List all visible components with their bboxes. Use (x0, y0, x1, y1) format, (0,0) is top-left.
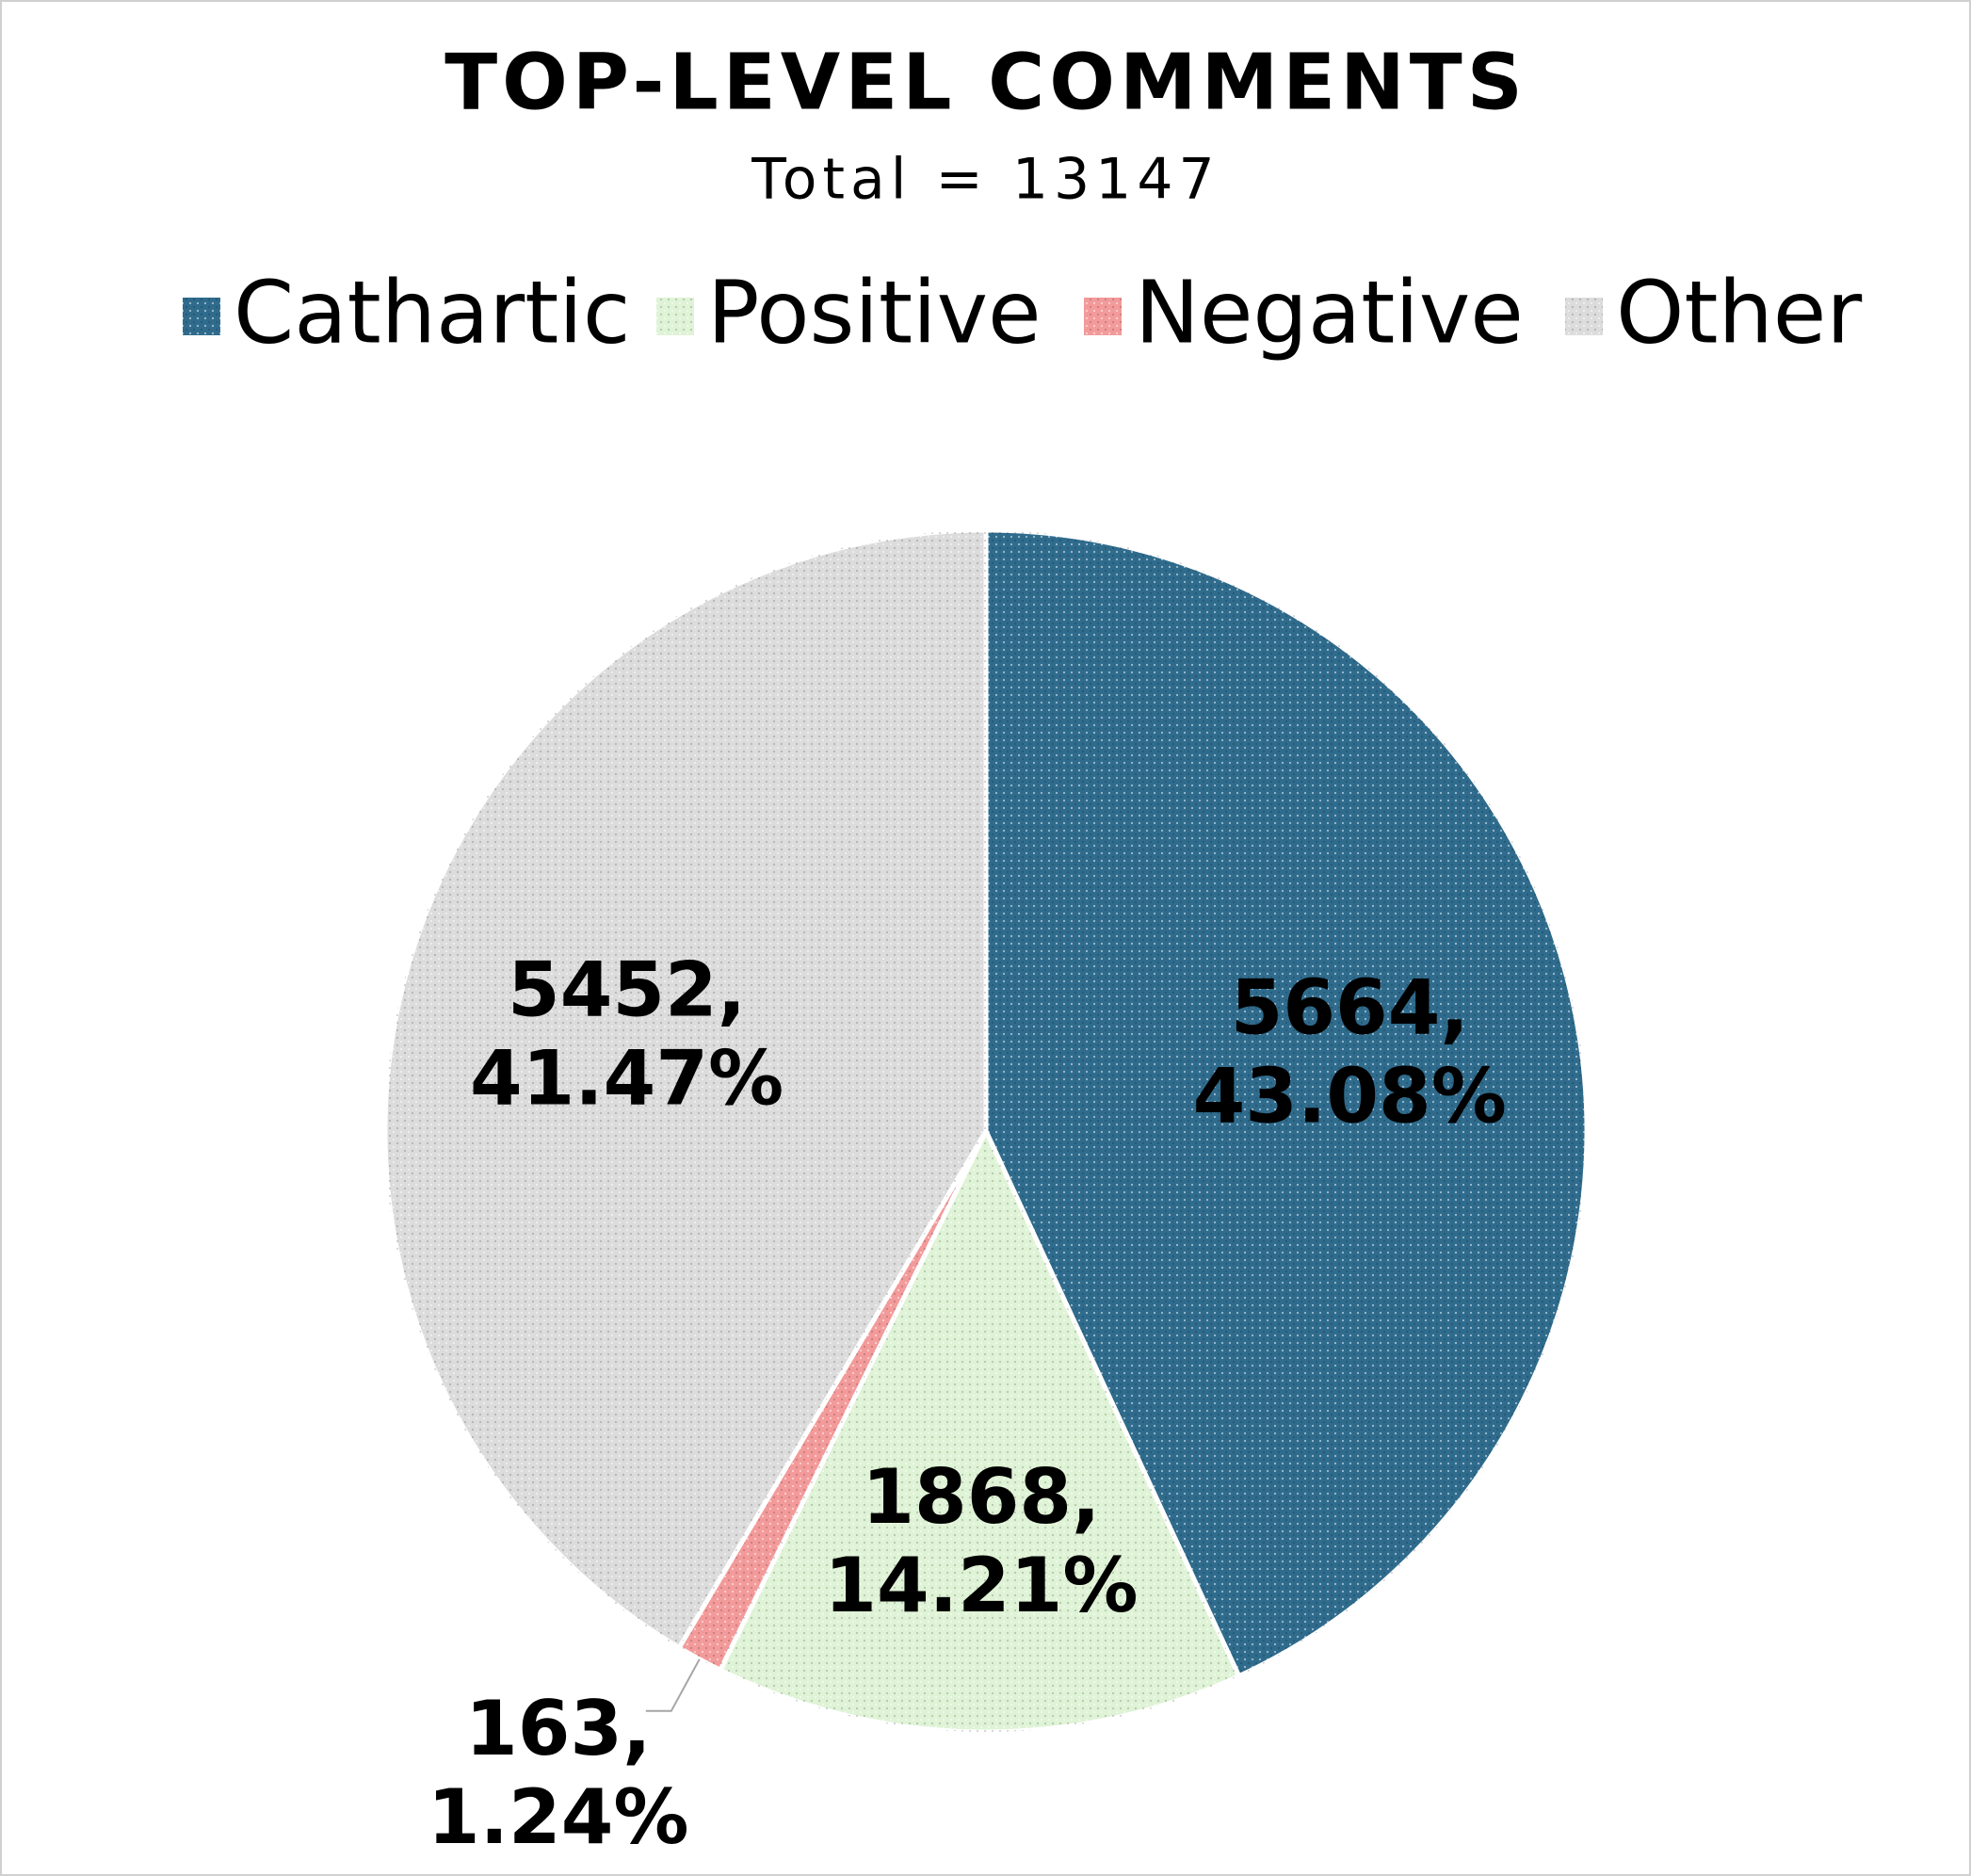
legend-label: Negative (1135, 262, 1524, 363)
data-label-line: 1868, (862, 1453, 1100, 1541)
data-label-line: 5664, (1231, 964, 1469, 1052)
leader-line (645, 1658, 701, 1712)
data-label: 5664, 43.08% (1193, 964, 1507, 1140)
data-label: 1868, 14.21% (824, 1453, 1138, 1629)
data-label: 163, 1.24% (428, 1685, 689, 1861)
legend-label: Cathartic (234, 262, 630, 363)
chart-subtitle: Total = 13147 (751, 147, 1220, 213)
data-label-line: 41.47% (470, 1034, 784, 1122)
data-label-line: 43.08% (1193, 1053, 1507, 1140)
legend-label: Other (1616, 262, 1862, 363)
data-label: 5452, 41.47% (470, 946, 784, 1122)
chart-title: TOP-LEVEL COMMENTS (444, 38, 1527, 127)
legend-label: Positive (707, 262, 1042, 363)
data-label-line: 14.21% (824, 1542, 1138, 1629)
legend-swatch-pattern (1084, 298, 1122, 335)
legend-swatch-pattern (183, 298, 220, 335)
legend-swatch-pattern (656, 298, 694, 335)
data-label-line: 1.24% (428, 1773, 689, 1861)
data-label-line: 163, (465, 1685, 651, 1772)
data-label-line: 5452, (508, 946, 746, 1033)
legend-swatch-pattern (1565, 298, 1603, 335)
